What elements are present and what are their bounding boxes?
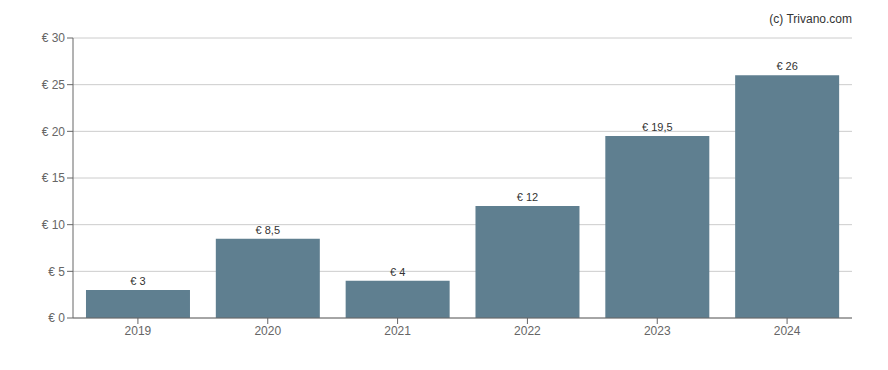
- svg-text:2022: 2022: [514, 324, 541, 338]
- svg-text:2024: 2024: [774, 324, 801, 338]
- svg-text:€ 10: € 10: [42, 218, 66, 232]
- svg-text:€ 19,5: € 19,5: [642, 121, 673, 133]
- svg-text:€ 25: € 25: [42, 78, 66, 92]
- svg-text:2019: 2019: [125, 324, 152, 338]
- svg-text:€ 12: € 12: [517, 191, 538, 203]
- svg-text:€ 5: € 5: [48, 265, 65, 279]
- svg-text:€ 20: € 20: [42, 125, 66, 139]
- svg-text:€ 15: € 15: [42, 171, 66, 185]
- svg-text:2021: 2021: [384, 324, 411, 338]
- svg-text:2023: 2023: [644, 324, 671, 338]
- html-text:(c) Trivano.com: (c) Trivano.com: [769, 12, 852, 26]
- svg-text:€ 8,5: € 8,5: [256, 224, 280, 236]
- svg-text:€ 26: € 26: [776, 60, 797, 72]
- svg-text:€ 0: € 0: [48, 311, 65, 325]
- svg-text:€ 4: € 4: [390, 266, 405, 278]
- svg-text:€ 3: € 3: [130, 275, 145, 287]
- svg-text:€ 30: € 30: [42, 31, 66, 45]
- svg-text:2020: 2020: [254, 324, 281, 338]
